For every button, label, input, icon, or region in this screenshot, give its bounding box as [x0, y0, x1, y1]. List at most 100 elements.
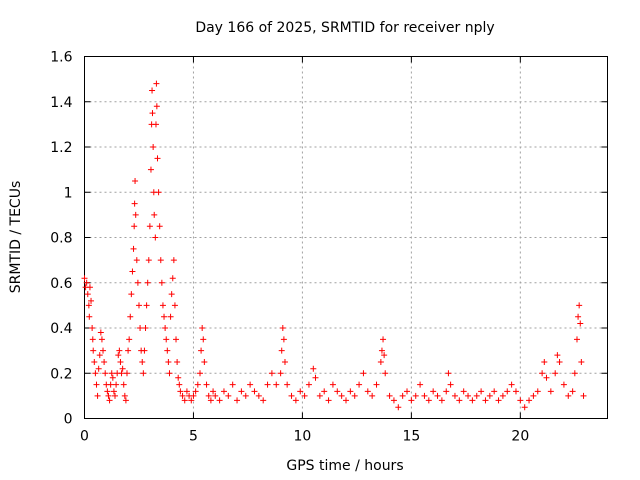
data-point	[133, 257, 140, 264]
data-point	[188, 397, 195, 404]
data-point	[255, 392, 262, 399]
data-point	[96, 352, 103, 359]
data-point	[478, 388, 485, 395]
data-point	[157, 257, 164, 264]
data-point	[321, 388, 328, 395]
data-point	[377, 358, 384, 365]
data-point	[373, 381, 380, 388]
data-point	[171, 302, 178, 309]
data-point	[113, 381, 120, 388]
data-point	[145, 257, 152, 264]
data-point	[97, 329, 104, 336]
data-point	[149, 87, 156, 94]
data-point	[192, 388, 199, 395]
data-point	[343, 397, 349, 404]
data-point	[465, 392, 472, 399]
data-point	[84, 291, 91, 298]
data-point	[565, 392, 572, 399]
data-point	[216, 397, 223, 404]
data-point	[131, 223, 138, 230]
data-point	[495, 397, 502, 404]
data-point	[104, 388, 111, 395]
data-point	[198, 347, 205, 354]
data-point	[430, 388, 437, 395]
data-point	[131, 200, 138, 207]
data-point	[499, 392, 506, 399]
y-tick-label: 1.2	[50, 140, 72, 156]
data-point	[434, 392, 441, 399]
data-point	[569, 388, 576, 395]
data-point	[155, 189, 162, 196]
data-point	[143, 302, 150, 309]
data-point	[118, 370, 125, 377]
data-point	[126, 336, 133, 343]
data-point	[132, 177, 139, 184]
data-point	[292, 397, 299, 404]
data-point	[573, 336, 580, 343]
x-axis-label: GPS time / hours	[286, 458, 403, 474]
data-point	[554, 352, 561, 359]
data-point	[156, 223, 163, 230]
data-point	[247, 381, 254, 388]
data-point	[92, 370, 99, 377]
y-tick-label: 0.2	[50, 366, 72, 382]
data-point	[268, 370, 275, 377]
data-point	[205, 392, 212, 399]
data-point	[162, 325, 169, 331]
data-points	[81, 80, 587, 411]
y-tick-label: 0.8	[50, 231, 72, 247]
data-point	[86, 313, 93, 320]
data-point	[101, 358, 108, 365]
data-point	[139, 358, 146, 365]
data-point	[169, 275, 176, 282]
data-point	[107, 381, 114, 388]
data-point	[135, 302, 142, 309]
data-point	[194, 381, 201, 388]
data-point	[347, 388, 354, 395]
data-point	[93, 381, 100, 388]
data-point	[576, 302, 583, 309]
data-point	[273, 381, 280, 388]
data-point	[412, 392, 419, 399]
data-point	[539, 370, 546, 377]
data-point	[153, 80, 160, 87]
data-point	[378, 347, 385, 354]
data-point	[225, 392, 232, 399]
data-point	[543, 374, 550, 381]
data-point	[132, 211, 139, 218]
data-point	[279, 325, 286, 331]
data-point	[108, 370, 115, 377]
data-point	[123, 370, 130, 377]
data-point	[445, 370, 452, 377]
data-point	[134, 279, 141, 286]
data-point	[152, 234, 159, 241]
data-point	[129, 268, 136, 275]
data-point	[196, 370, 203, 377]
data-point	[260, 397, 267, 404]
data-point	[552, 370, 559, 377]
data-point	[417, 381, 424, 388]
data-point	[175, 374, 182, 381]
data-point	[438, 397, 445, 404]
data-point	[382, 370, 389, 377]
data-point	[109, 374, 116, 381]
data-point	[207, 397, 214, 404]
data-point	[297, 388, 304, 395]
data-point	[164, 347, 171, 354]
data-point	[127, 313, 134, 320]
data-point	[116, 347, 123, 354]
data-point	[381, 352, 388, 359]
data-point	[91, 358, 98, 365]
data-point	[166, 370, 173, 377]
data-point	[152, 121, 159, 128]
data-point	[301, 392, 308, 399]
chart-title: Day 166 of 2025, SRMTID for receiver npl…	[195, 20, 494, 36]
data-point	[404, 388, 411, 395]
data-point	[277, 370, 284, 377]
data-point	[312, 374, 319, 381]
data-point	[137, 325, 144, 331]
data-point	[173, 336, 180, 343]
data-point	[280, 336, 287, 343]
data-point	[112, 392, 119, 399]
